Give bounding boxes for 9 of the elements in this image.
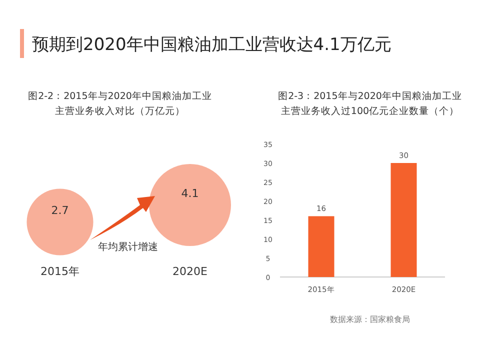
- category-label: 2020E: [172, 265, 208, 278]
- text: 图2-2：2015年与2020年中国粮油加工业主营业务收入对比（万亿元）: [28, 90, 212, 117]
- text: 预期到2020年中国粮油加工业营收达4.1万亿元: [32, 35, 392, 55]
- chart-title: 图2-3：2015年与2020年中国粮油加工业主营业务收入过100亿元企业数量（个）: [278, 90, 462, 117]
- source-note: 数据来源：国家粮食局: [330, 315, 410, 324]
- category-label: 2015年: [40, 265, 80, 278]
- data-label: 4.1: [181, 187, 199, 200]
- data-label: 2.7: [51, 204, 69, 217]
- text: 年均累计增速: [98, 241, 158, 253]
